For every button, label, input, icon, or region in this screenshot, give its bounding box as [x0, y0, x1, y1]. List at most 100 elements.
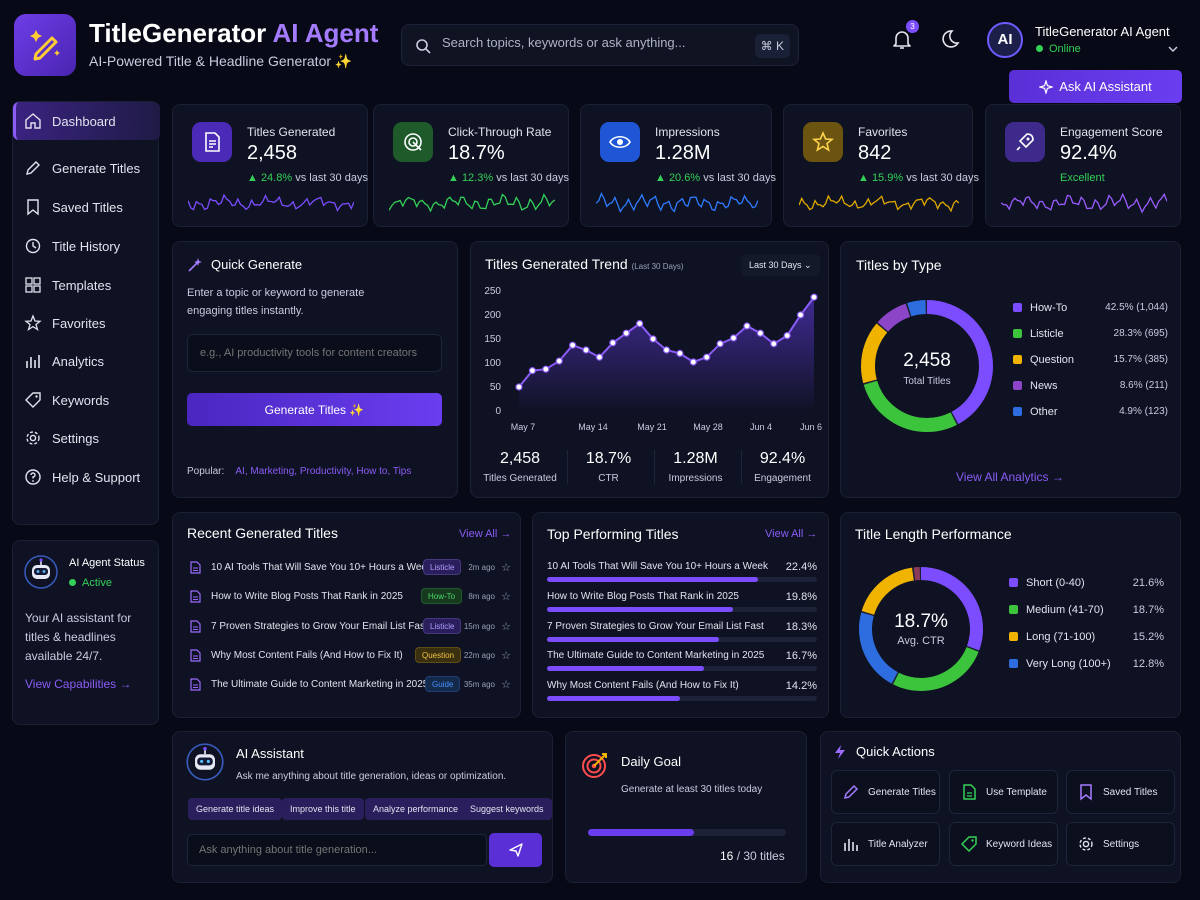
action-title-analyzer[interactable]: Title Analyzer	[831, 822, 940, 866]
recent-view-all-link[interactable]: View All →	[459, 528, 512, 540]
help-icon	[25, 469, 41, 485]
legend-swatch	[1013, 329, 1022, 338]
donut-slice[interactable]	[859, 567, 983, 691]
popular-tags[interactable]: AI, Marketing, Productivity, How to, Tip…	[235, 466, 412, 477]
document-icon	[190, 590, 201, 603]
sidebar-item-saved-titles[interactable]: Saved Titles	[13, 188, 160, 226]
trend-point[interactable]	[796, 311, 805, 319]
donut-slice[interactable]	[861, 300, 993, 432]
bar-chart-icon	[844, 839, 858, 851]
trend-point[interactable]	[716, 340, 724, 348]
trend-point[interactable]	[756, 329, 764, 337]
trend-point[interactable]	[770, 340, 778, 348]
trend-point[interactable]	[662, 346, 671, 354]
sidebar-item-favorites[interactable]: Favorites	[13, 304, 160, 342]
trend-point[interactable]	[649, 335, 657, 343]
user-name[interactable]: TitleGenerator AI Agent	[1035, 24, 1170, 39]
trend-point[interactable]	[528, 367, 537, 375]
star-icon[interactable]: ☆	[501, 591, 511, 604]
chip-analyze-performance[interactable]: Analyze performance	[365, 798, 467, 820]
view-all-analytics-link[interactable]: View All Analytics →	[956, 470, 1064, 484]
chip-improve-title[interactable]: Improve this title	[282, 798, 364, 820]
trend-point[interactable]	[783, 331, 791, 340]
trend-point[interactable]	[689, 358, 697, 366]
eye-icon	[600, 122, 640, 162]
sidebar-item-title-history[interactable]: Title History	[13, 227, 160, 265]
range-label: Last 30 Days	[749, 260, 802, 270]
sidebar-item-analytics[interactable]: Analytics	[13, 342, 160, 380]
ask-ai-button[interactable]: Ask AI Assistant	[1009, 70, 1182, 103]
trend-point[interactable]	[810, 293, 818, 301]
star-icon[interactable]: ☆	[501, 649, 511, 662]
search-bar[interactable]: ⌘ K	[401, 24, 799, 66]
avatar[interactable]: AI	[987, 22, 1023, 58]
recent-title-row[interactable]: Why Most Content Fails (And How to Fix I…	[173, 641, 522, 670]
sidebar-item-generate-titles[interactable]: Generate Titles	[13, 149, 160, 187]
lightning-icon	[835, 745, 845, 759]
generate-titles-button[interactable]: Generate Titles ✨	[187, 393, 442, 426]
top-title-text[interactable]: 10 AI Tools That Will Save You 10+ Hours…	[547, 561, 768, 572]
recent-titles-card: Recent Generated Titles View All → 10 AI…	[172, 512, 521, 718]
trend-point[interactable]	[555, 357, 563, 365]
top-title-text[interactable]: Why Most Content Fails (And How to Fix I…	[547, 680, 739, 692]
send-button[interactable]	[489, 833, 542, 867]
theme-toggle[interactable]	[937, 27, 963, 53]
trend-point[interactable]	[515, 383, 523, 391]
stat-delta: ▲ 12.3% vs last 30 days	[448, 172, 569, 184]
donut-slice[interactable]	[859, 567, 983, 691]
stat-delta: ▲ 15.9% vs last 30 days	[858, 172, 979, 184]
action-settings[interactable]: Settings	[1066, 822, 1175, 866]
chevron-down-icon[interactable]	[1168, 45, 1178, 53]
recent-title-row[interactable]: The Ultimate Guide to Content Marketing …	[173, 670, 522, 699]
assistant-input[interactable]	[187, 834, 487, 866]
sidebar-item-settings[interactable]: Settings	[13, 419, 160, 457]
recent-title-row[interactable]: 7 Proven Strategies to Grow Your Email L…	[173, 612, 522, 641]
daily-goal-desc: Generate at least 30 titles today	[621, 784, 763, 795]
trend-point[interactable]	[636, 319, 644, 328]
action-keyword-ideas[interactable]: Keyword Ideas	[949, 822, 1058, 866]
trend-point[interactable]	[569, 341, 577, 349]
summary-label: Titles Generated	[483, 473, 557, 484]
sidebar-item-templates[interactable]: Templates	[13, 266, 160, 304]
star-icon[interactable]: ☆	[501, 562, 511, 574]
chip-generate-ideas[interactable]: Generate title ideas	[188, 798, 283, 820]
notification-bell[interactable]	[890, 27, 916, 53]
topic-input[interactable]	[187, 334, 442, 372]
top-title-text[interactable]: How to Write Blog Posts That Rank in 202…	[547, 590, 739, 602]
trend-point[interactable]	[676, 349, 684, 357]
action-generate-titles[interactable]: Generate Titles	[831, 770, 940, 814]
donut-slice[interactable]	[861, 300, 993, 432]
action-use-template[interactable]: Use Template	[949, 770, 1058, 814]
top-title-text[interactable]: 7 Proven Strategies to Grow Your Email L…	[547, 620, 764, 632]
chip-suggest-keywords[interactable]: Suggest keywords	[462, 798, 552, 820]
donut-slice[interactable]	[861, 300, 993, 432]
range-select[interactable]: Last 30 Days ⌄	[741, 254, 820, 276]
donut-slice[interactable]	[859, 567, 983, 691]
document-icon	[190, 678, 201, 691]
star-icon[interactable]: ☆	[501, 679, 511, 692]
sidebar-item-keywords[interactable]: Keywords	[13, 381, 160, 419]
trend-point[interactable]	[729, 334, 738, 342]
recent-title-row[interactable]: How to Write Blog Posts That Rank in 202…	[173, 582, 522, 611]
top-title-text[interactable]: The Ultimate Guide to Content Marketing …	[547, 650, 765, 662]
top-view-all-link[interactable]: View All →	[765, 528, 818, 540]
title-tag-badge: How-To	[421, 588, 463, 605]
action-saved-titles[interactable]: Saved Titles	[1066, 770, 1175, 814]
trend-point[interactable]	[582, 346, 590, 354]
search-input[interactable]	[442, 35, 742, 50]
recent-title-row[interactable]: 10 AI Tools That Will Save You 10+ Hours…	[173, 553, 522, 582]
stat-card-1: Titles Generated 2,458 ▲ 24.8% vs last 30 …	[172, 104, 368, 227]
stat-delta-suffix: vs last 30 days	[295, 172, 368, 184]
trend-point[interactable]	[743, 322, 751, 330]
trend-point[interactable]	[622, 329, 630, 337]
view-capabilities-link[interactable]: View Capabilities →	[25, 677, 132, 691]
trend-point[interactable]	[703, 353, 711, 361]
sidebar-item-dashboard[interactable]: Dashboard	[13, 102, 160, 140]
star-icon[interactable]: ☆	[501, 620, 511, 633]
trend-point[interactable]	[595, 353, 604, 361]
trend-point[interactable]	[609, 339, 617, 347]
sidebar-item-help[interactable]: Help & Support	[13, 458, 160, 496]
ai-assistant-title: AI Assistant	[236, 746, 304, 761]
trend-point[interactable]	[542, 365, 550, 373]
stat-delta-value: ▲ 24.8%	[247, 172, 293, 184]
